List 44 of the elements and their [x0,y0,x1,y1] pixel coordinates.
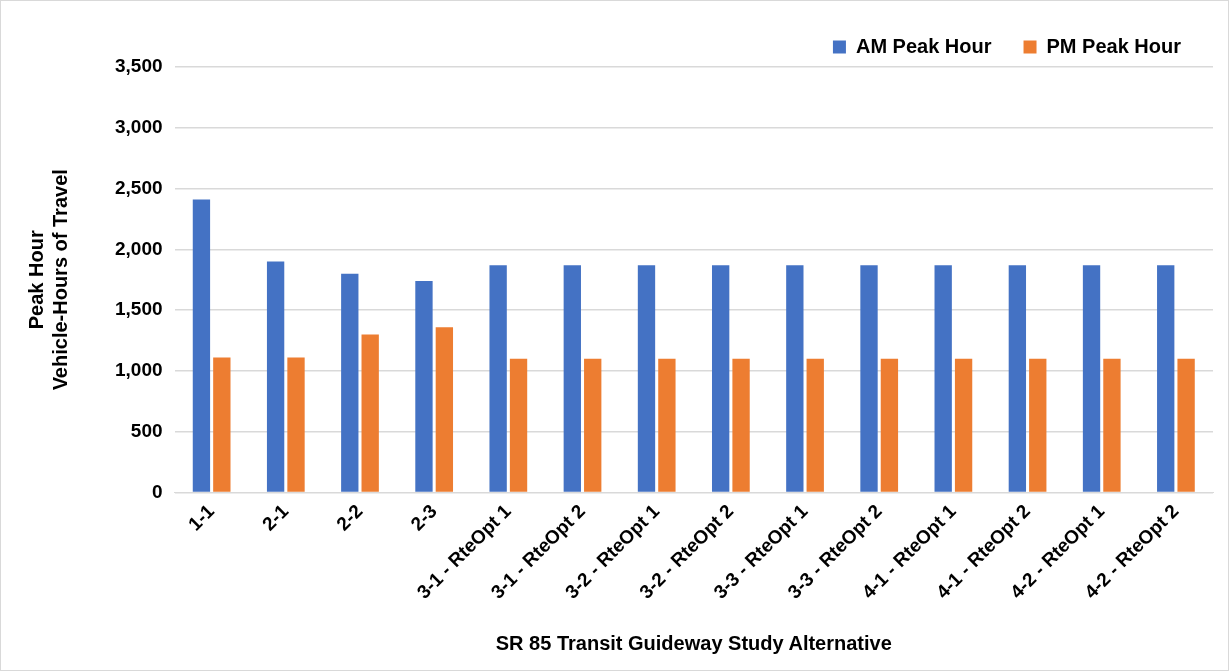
bar [732,358,750,492]
bar [934,265,952,492]
bar [1082,265,1101,492]
y-tick-label: 3,000 [115,116,163,138]
bar [880,358,899,492]
y-axis-title: Peak Hour Vehicle-Hours of Travel [24,169,71,391]
bar [287,357,305,492]
bar [860,265,878,492]
bar [563,265,581,492]
bar [192,199,211,492]
bar [1177,358,1195,492]
bar [361,334,379,492]
bar [637,265,656,492]
y-tick-label: 1,500 [115,298,163,320]
bar [341,273,359,492]
bar [509,358,528,492]
bar [489,265,507,492]
y-tick-label: 2,000 [115,237,163,259]
y-tick-label: 0 [151,480,163,502]
x-tick-label: 1-1 [183,499,219,535]
bar [213,357,231,492]
bar [1103,358,1121,492]
bar [415,280,433,492]
bar [584,358,602,492]
x-tick-label: 2-3 [406,500,441,535]
bar [435,327,454,492]
legend-label: PM Peak Hour [1046,34,1182,57]
bar [1008,265,1027,492]
y-tick-label: 2,500 [115,176,163,198]
bar [1029,358,1047,492]
legend-label: AM Peak Hour [855,34,992,57]
bar [806,358,824,492]
x-tick-label: 2-2 [332,500,367,535]
x-axis-title: SR 85 Transit Guideway Study Alternative [495,631,892,654]
bar [786,265,804,492]
y-tick-label: 3,500 [115,55,163,77]
x-tick-label: 2-1 [258,499,293,535]
bar [266,261,285,492]
bar [954,358,973,492]
y-tick-label: 500 [130,419,163,441]
bar [711,265,730,492]
bar [1157,265,1175,492]
y-tick-label: 1,000 [115,359,163,381]
bar [658,358,676,492]
